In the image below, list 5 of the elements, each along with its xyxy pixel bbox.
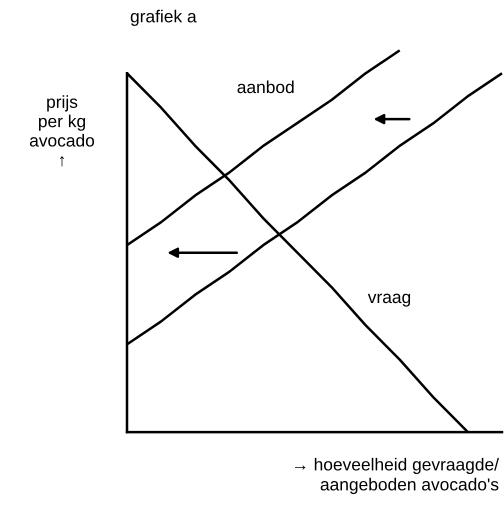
chart-title: grafiek a: [130, 10, 197, 26]
series-label: aanbod: [238, 80, 294, 94]
x-axis-title: → hoeveelheid gevraagde/ aangeboden avocado's: [295, 458, 499, 494]
series-label: vraag: [368, 294, 410, 307]
y-axis-title: prijs per kg avocado ↑: [30, 95, 94, 166]
